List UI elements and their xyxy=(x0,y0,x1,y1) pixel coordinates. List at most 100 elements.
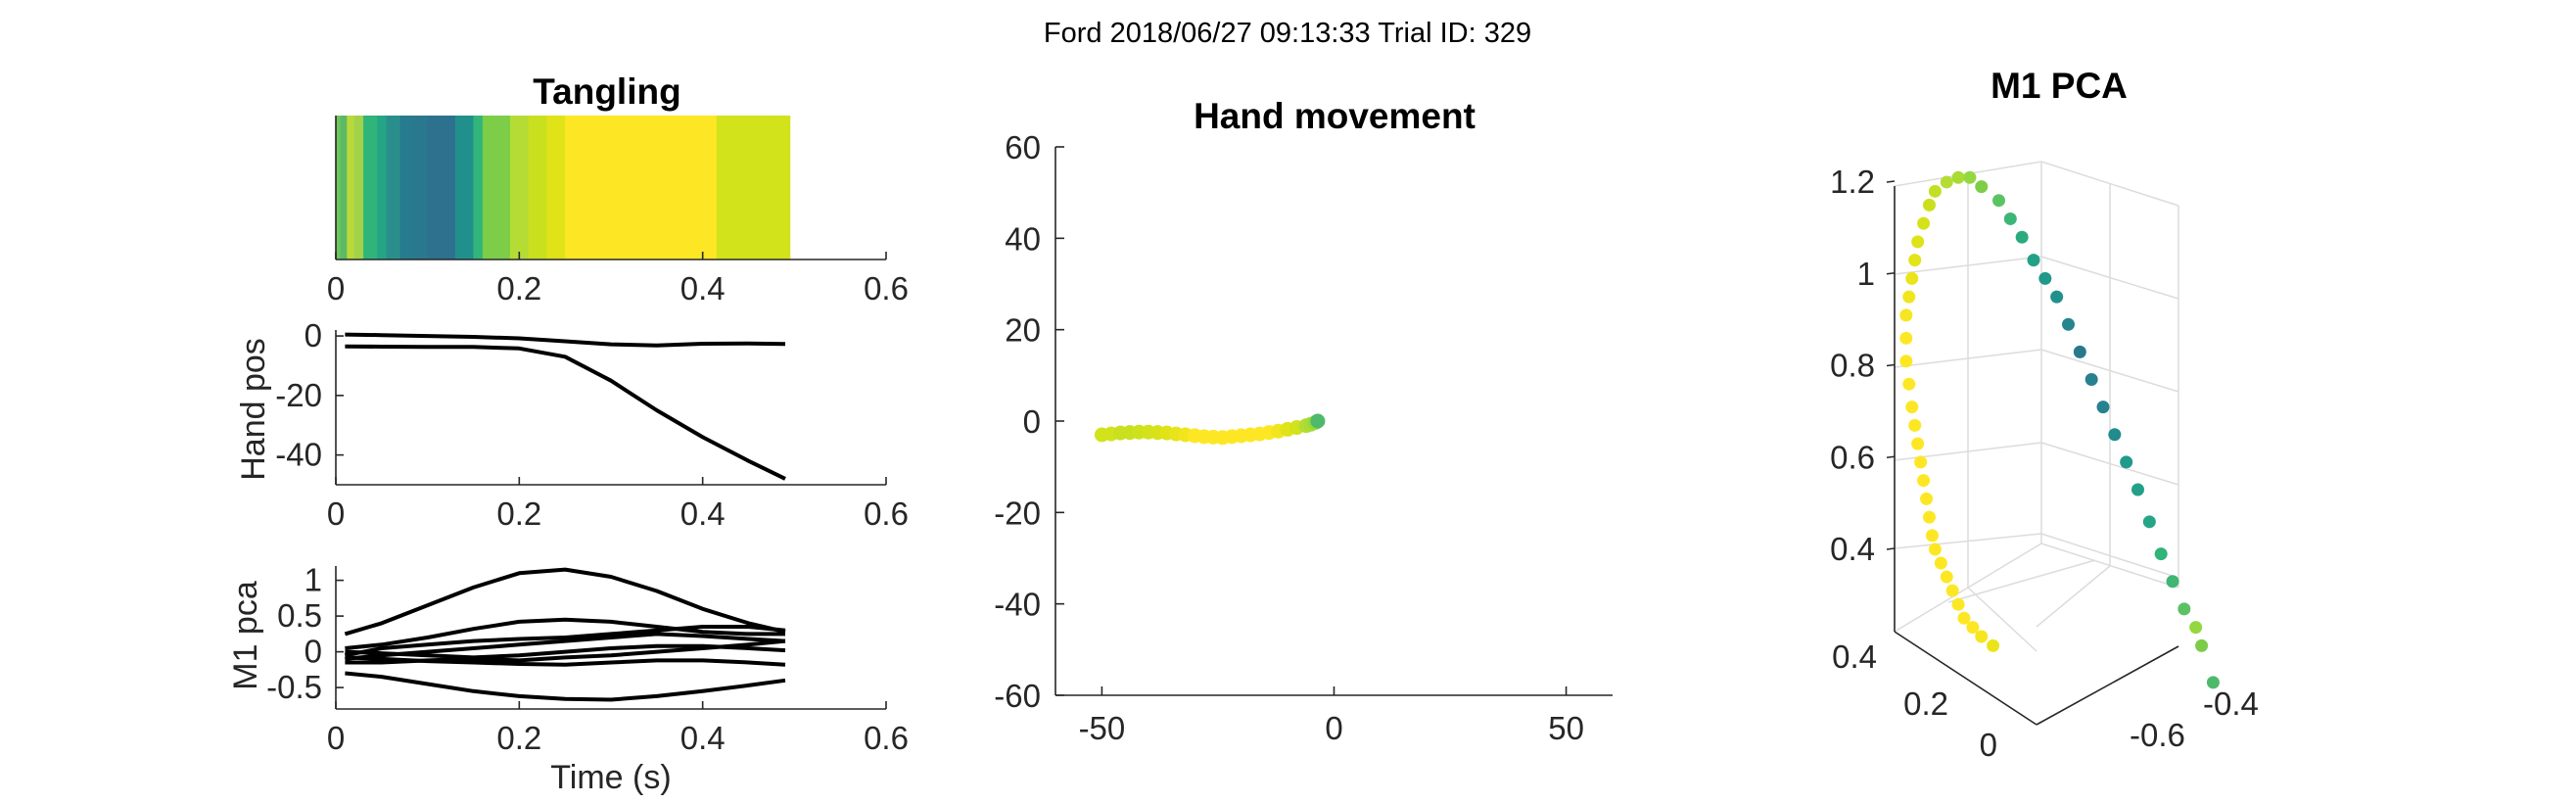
pca3d-point xyxy=(1975,630,1989,643)
pca3d-point xyxy=(1911,437,1925,450)
pca3d-y-tick-label: 0 xyxy=(1980,727,1997,763)
pca3d-z-tick xyxy=(1886,271,1896,275)
m1-pca-3d-points xyxy=(1899,170,2220,689)
pca3d-point xyxy=(1975,180,1989,194)
x-axis-line xyxy=(2036,645,2179,726)
m1-pca-series-line xyxy=(345,671,786,702)
pca3d-point xyxy=(1928,184,1942,198)
pca3d-y-tick-label: 0.2 xyxy=(1903,685,1948,722)
pca3d-point xyxy=(2062,317,2075,331)
pca3d-point xyxy=(2206,676,2220,689)
m1-pca-3d-panel: M1 PCA 1.210.80.60.40.40. xyxy=(1830,66,2259,763)
tangling-title: Tangling xyxy=(533,71,680,112)
tangling-band xyxy=(546,116,566,260)
hand-movement-y-tick-label: -60 xyxy=(994,678,1041,714)
pca3d-point xyxy=(1917,216,1931,230)
hand-movement-panel: Hand movement -50 0 50 60 40 20 0 -20 -40 -60 xyxy=(994,96,1613,746)
tangling-band xyxy=(716,116,750,260)
pca3d-point xyxy=(1908,418,1922,432)
m1-pca-y-tick-label: 0.5 xyxy=(277,597,322,634)
tangling-band xyxy=(386,116,401,260)
pca3d-point xyxy=(2027,254,2040,267)
hand-movement-y-tick-label: 0 xyxy=(1023,403,1041,440)
hand-movement-x-tick-label: -50 xyxy=(1079,710,1126,746)
pca3d-y-tick-label: 0.4 xyxy=(1832,638,1877,675)
pca3d-point xyxy=(1914,455,1928,469)
pca3d-point xyxy=(2038,271,2052,285)
m1-pca-panel: M1 pca Time (s) 0 0.2 0.4 0.610.50-0.5 xyxy=(227,562,909,796)
tangling-band xyxy=(509,116,530,260)
hand-movement-y-tick-label: -20 xyxy=(994,495,1041,531)
pca3d-point xyxy=(1957,611,1971,625)
grid-floor-3 xyxy=(2036,565,2111,628)
m1-pca-ylabel: M1 pca xyxy=(227,581,264,690)
hand-pos-x-tick-label: 0.6 xyxy=(864,496,909,532)
pca3d-point xyxy=(1905,271,1919,285)
tangling-band xyxy=(353,116,364,260)
hand-pos-y-tick-label: 0 xyxy=(304,317,322,354)
tangling-band xyxy=(399,116,415,260)
pca3d-point xyxy=(2050,290,2064,304)
tangling-band xyxy=(347,116,355,260)
pca3d-point xyxy=(1951,170,1965,184)
hand-pos-lines xyxy=(345,332,786,481)
pca3d-point xyxy=(1902,290,1916,304)
pca3d-point xyxy=(2195,638,2209,652)
hand-pos-x-tick-label: 0.4 xyxy=(680,496,726,532)
pca3d-x-tick-label: -0.6 xyxy=(2130,717,2185,753)
tangling-x-tick-label: 0.6 xyxy=(864,270,909,307)
pca3d-point xyxy=(2003,212,2017,225)
grid-h2 xyxy=(1894,349,2042,368)
tangling-band xyxy=(611,116,658,260)
tangling-panel: Tangling 0 0.2 0.4 0.6 xyxy=(327,71,909,307)
grid-floor-1 xyxy=(1947,559,2096,603)
pca3d-z-tick-label: 0.8 xyxy=(1830,348,1875,384)
pca3d-point xyxy=(2142,515,2156,529)
pca3d-z-tick-label: 0.6 xyxy=(1830,439,1875,475)
m1-pca-series-line xyxy=(345,655,786,667)
pca3d-z-tick-label: 1.2 xyxy=(1830,164,1875,200)
pca3d-point xyxy=(1911,235,1925,249)
pca3d-point xyxy=(1902,377,1916,391)
tangling-band xyxy=(454,116,475,260)
hand-pos-panel: Hand pos 0 0.2 0.4 0.6 0 -20 -40 xyxy=(235,317,909,532)
hand-movement-y-tick-label: 20 xyxy=(1005,312,1041,349)
tangling-band xyxy=(427,116,456,260)
pca3d-point xyxy=(1917,474,1931,488)
m1-pca-series-line xyxy=(344,567,786,637)
pca3d-z-tick-label: 0.4 xyxy=(1830,531,1875,567)
pca3d-x-tick-label: -0.4 xyxy=(2203,685,2259,722)
tangling-band xyxy=(473,116,484,260)
pca3d-point xyxy=(1934,556,1947,570)
hand-movement-title: Hand movement xyxy=(1194,96,1475,136)
pca3d-point xyxy=(1940,570,1953,584)
m1-pca-xlabel: Time (s) xyxy=(550,759,671,796)
pca3d-z-tick-label: 1 xyxy=(1857,256,1875,292)
pca3d-point xyxy=(1908,254,1922,267)
grid-h4r xyxy=(2040,533,2179,579)
pca3d-point xyxy=(1925,529,1939,543)
tangling-axes: 0 0.2 0.4 0.6 xyxy=(327,116,909,307)
pca3d-point xyxy=(1899,354,1913,368)
hand-pos-series-line xyxy=(345,332,786,348)
tangling-band xyxy=(377,116,388,260)
pca3d-point xyxy=(2108,428,2122,442)
m1-pca-series-line xyxy=(345,625,786,658)
tangling-x-tick-label: 0.4 xyxy=(680,270,726,307)
pca3d-point xyxy=(2084,373,2098,386)
grid-h2r xyxy=(2040,349,2179,393)
hand-pos-series-line xyxy=(345,344,786,481)
pca3d-point xyxy=(2015,230,2029,244)
tangling-band xyxy=(340,116,348,260)
tangling-band xyxy=(565,116,612,260)
grid-floor-2 xyxy=(1967,587,2037,652)
m1-pca-y-tick-label: -0.5 xyxy=(266,669,322,705)
tangling-x-tick-label: 0.2 xyxy=(496,270,541,307)
pca3d-point xyxy=(1905,401,1919,414)
pca3d-point xyxy=(1963,170,1977,184)
pca3d-point xyxy=(2131,483,2144,496)
figure-suptitle: Ford 2018/06/27 09:13:33 Trial ID: 329 xyxy=(1044,18,1531,49)
m1-pca-y-tick-label: 1 xyxy=(304,562,322,598)
m1-pca-series-line xyxy=(345,617,785,650)
